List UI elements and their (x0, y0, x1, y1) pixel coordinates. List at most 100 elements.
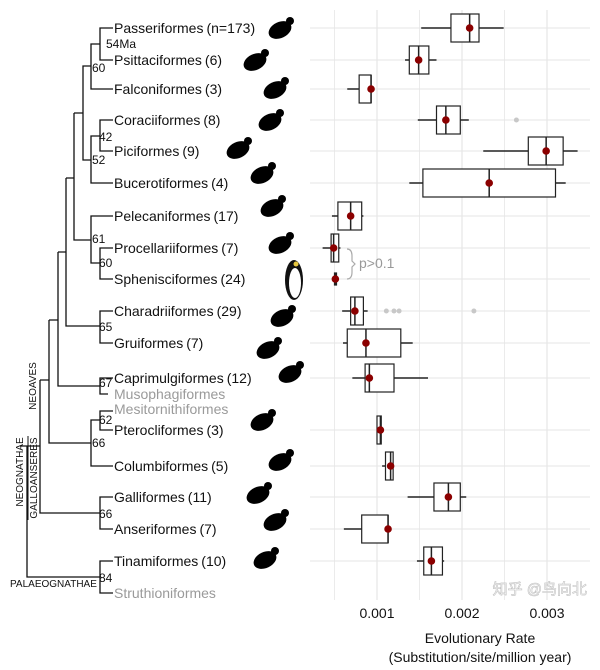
order-name: Gruiformes (114, 335, 183, 351)
outlier-point (471, 308, 477, 314)
order-name: Coraciiformes (114, 112, 200, 128)
node-age-label: 52 (92, 153, 106, 167)
bird-silhouette-duck-icon (263, 509, 289, 531)
boxplot-pterocliformes (376, 415, 385, 445)
sample-count: (5) (211, 458, 228, 474)
boxplot-passeriformes (421, 13, 504, 43)
order-name: Columbiformes (114, 458, 208, 474)
sample-count: (29) (217, 303, 242, 319)
bird-silhouette-kingfisher-icon (258, 109, 284, 131)
significance-annotation: p>0.1 (359, 255, 395, 271)
mean-point (386, 462, 395, 470)
order-name: Piciformes (114, 143, 179, 159)
boxplot-bucerotiformes (409, 168, 566, 198)
bird-head (281, 509, 289, 517)
unsampled-order-label: Musophagiformes (114, 386, 225, 402)
boxplot-galliformes (407, 482, 467, 512)
outlier-point (383, 308, 389, 314)
bird-body (263, 81, 287, 99)
taxon-label-anseriformes: Anseriformes (7) (114, 521, 217, 537)
bird-silhouette-pelican-icon (260, 195, 286, 217)
bird-head (261, 49, 269, 57)
grid (310, 10, 590, 600)
x-axis-label: Evolutionary Rate (425, 630, 536, 646)
bird-body (256, 341, 280, 359)
taxon-label-columbiformes: Columbiformes (5) (114, 458, 228, 474)
mean-point (351, 307, 359, 315)
bird-silhouette-sandgrouse-icon (250, 409, 276, 431)
order-name: Charadriiformes (114, 303, 214, 319)
bird-body (258, 113, 282, 131)
bird-silhouette-tinamou-icon (253, 547, 279, 569)
bird-body (278, 365, 302, 383)
outlier-point (513, 117, 519, 123)
penguin-patch (293, 261, 299, 267)
boxplot-piciformes (483, 136, 578, 166)
bird-body (253, 551, 277, 569)
watermark: 知乎 @鸟向北 (493, 581, 587, 598)
node-age-label: 62 (99, 413, 113, 427)
mean-point (427, 557, 436, 565)
bird-silhouettes (226, 17, 304, 569)
taxon-label-galliformes: Galliformes (11) (114, 489, 212, 505)
boxplot-tinamiformes (416, 546, 445, 576)
mean-point (414, 56, 423, 64)
taxon-label-coraciiformes: Coraciiformes (8) (114, 112, 220, 128)
sample-count: (8) (203, 112, 220, 128)
bird-head (276, 109, 284, 117)
boxplot-gruiformes (343, 328, 413, 358)
taxon-label-tinamiformes: Tinamiformes (10) (114, 553, 226, 569)
order-name: Passeriformes (114, 20, 203, 36)
sample-count: (7) (221, 240, 238, 256)
sample-count: (4) (211, 175, 228, 191)
taxon-label-procellariiformes: Procellariiformes (7) (114, 240, 238, 256)
sample-count: (3) (205, 81, 222, 97)
bird-body (260, 199, 284, 217)
mean-point (365, 374, 374, 382)
bird-body (246, 486, 270, 504)
bird-silhouette-petrel-icon (268, 232, 294, 254)
x-axis-label-line2: (Substitution/site/million year) (389, 649, 572, 665)
node-age-label: 67 (99, 376, 113, 390)
bird-head (286, 232, 294, 240)
bird-body (243, 53, 267, 71)
bird-head (278, 195, 286, 203)
node-age-label: 65 (99, 320, 113, 334)
box (450, 13, 480, 43)
bird-head (288, 305, 296, 313)
boxplot-procellariiformes (322, 233, 341, 263)
mean-point (384, 525, 392, 533)
boxplot-caprimulgiformes (352, 363, 428, 393)
taxon-label-pelecaniformes: Pelecaniformes (17) (114, 208, 238, 224)
bird-silhouette-parrot-icon (243, 49, 269, 71)
boxplot-panel: 0.001 0.002 0.003 Evolutionary Rate (Substit… (322, 13, 587, 665)
mean-point (331, 275, 340, 283)
bird-silhouette-grouse-icon (246, 482, 272, 504)
bird-silhouette-nightjar-icon (278, 361, 304, 383)
node-age-label: 60 (99, 256, 113, 270)
order-name: Procellariiformes (114, 240, 218, 256)
significance-bracket (346, 248, 356, 280)
bird-head (296, 361, 304, 369)
tree-labels: Passeriformes (n=173)Psittaciformes (6)Fal… (10, 20, 255, 601)
node-age-label: 42 (99, 130, 113, 144)
sample-count: (24) (221, 271, 246, 287)
boxplot-sphenisciformes (331, 272, 340, 286)
boxplot-psittaciformes (405, 45, 437, 75)
order-name: Bucerotiformes (114, 175, 208, 191)
node-age-label: 61 (92, 232, 106, 246)
boxplot-falconiformes (347, 74, 375, 104)
bird-body (270, 309, 294, 327)
bird-silhouette-falcon-icon (263, 77, 289, 99)
sample-count: (12) (227, 370, 252, 386)
unsampled-order-label: Struthioniformes (114, 585, 216, 601)
node-age-label: 60 (92, 61, 106, 75)
sample-count: (3) (206, 422, 223, 438)
bird-head (268, 409, 276, 417)
outlier-point (391, 308, 397, 314)
bird-body (268, 453, 292, 471)
bird-body (250, 166, 274, 184)
sample-count: (7) (199, 521, 216, 537)
clade-label-palaeognathae: PALAEOGNATHAE (10, 579, 97, 590)
